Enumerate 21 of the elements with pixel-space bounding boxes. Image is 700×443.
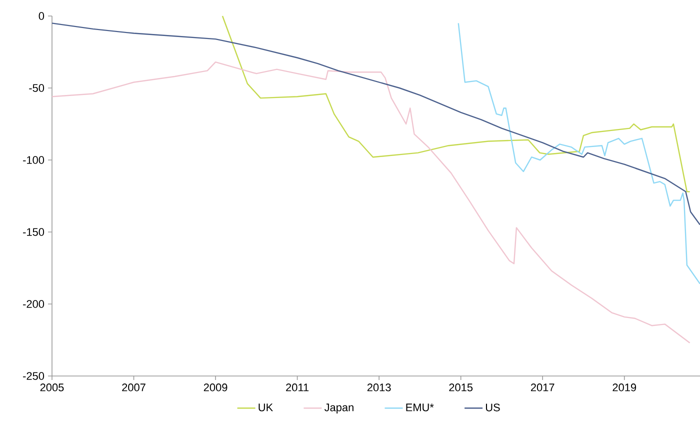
legend-label: US	[486, 404, 500, 412]
line-series	[222, 15, 690, 192]
y-tick-label: -50	[29, 84, 44, 92]
x-tick-label: 2013	[367, 384, 391, 392]
legend-label: EMU*	[406, 404, 434, 412]
legend-label: Japan	[324, 404, 354, 414]
x-tick-label: 2017	[530, 384, 554, 392]
y-tick-label: -200	[23, 300, 44, 308]
y-tick-label: -100	[23, 156, 44, 164]
x-tick-label: 2007	[122, 384, 146, 392]
line-series	[51, 61, 690, 344]
y-tick-label: 0	[38, 12, 44, 20]
x-tick-label: 2019	[612, 384, 636, 392]
x-tick-label: 2011	[286, 384, 309, 392]
line-series	[458, 22, 700, 284]
x-tick-label: 2005	[40, 384, 64, 392]
x-tick-label: 2015	[449, 384, 473, 392]
legend-label: UK	[258, 404, 273, 412]
y-tick-label: -150	[23, 228, 44, 236]
x-tick-label: 2009	[204, 384, 228, 392]
y-tick-label: -250	[23, 372, 44, 380]
